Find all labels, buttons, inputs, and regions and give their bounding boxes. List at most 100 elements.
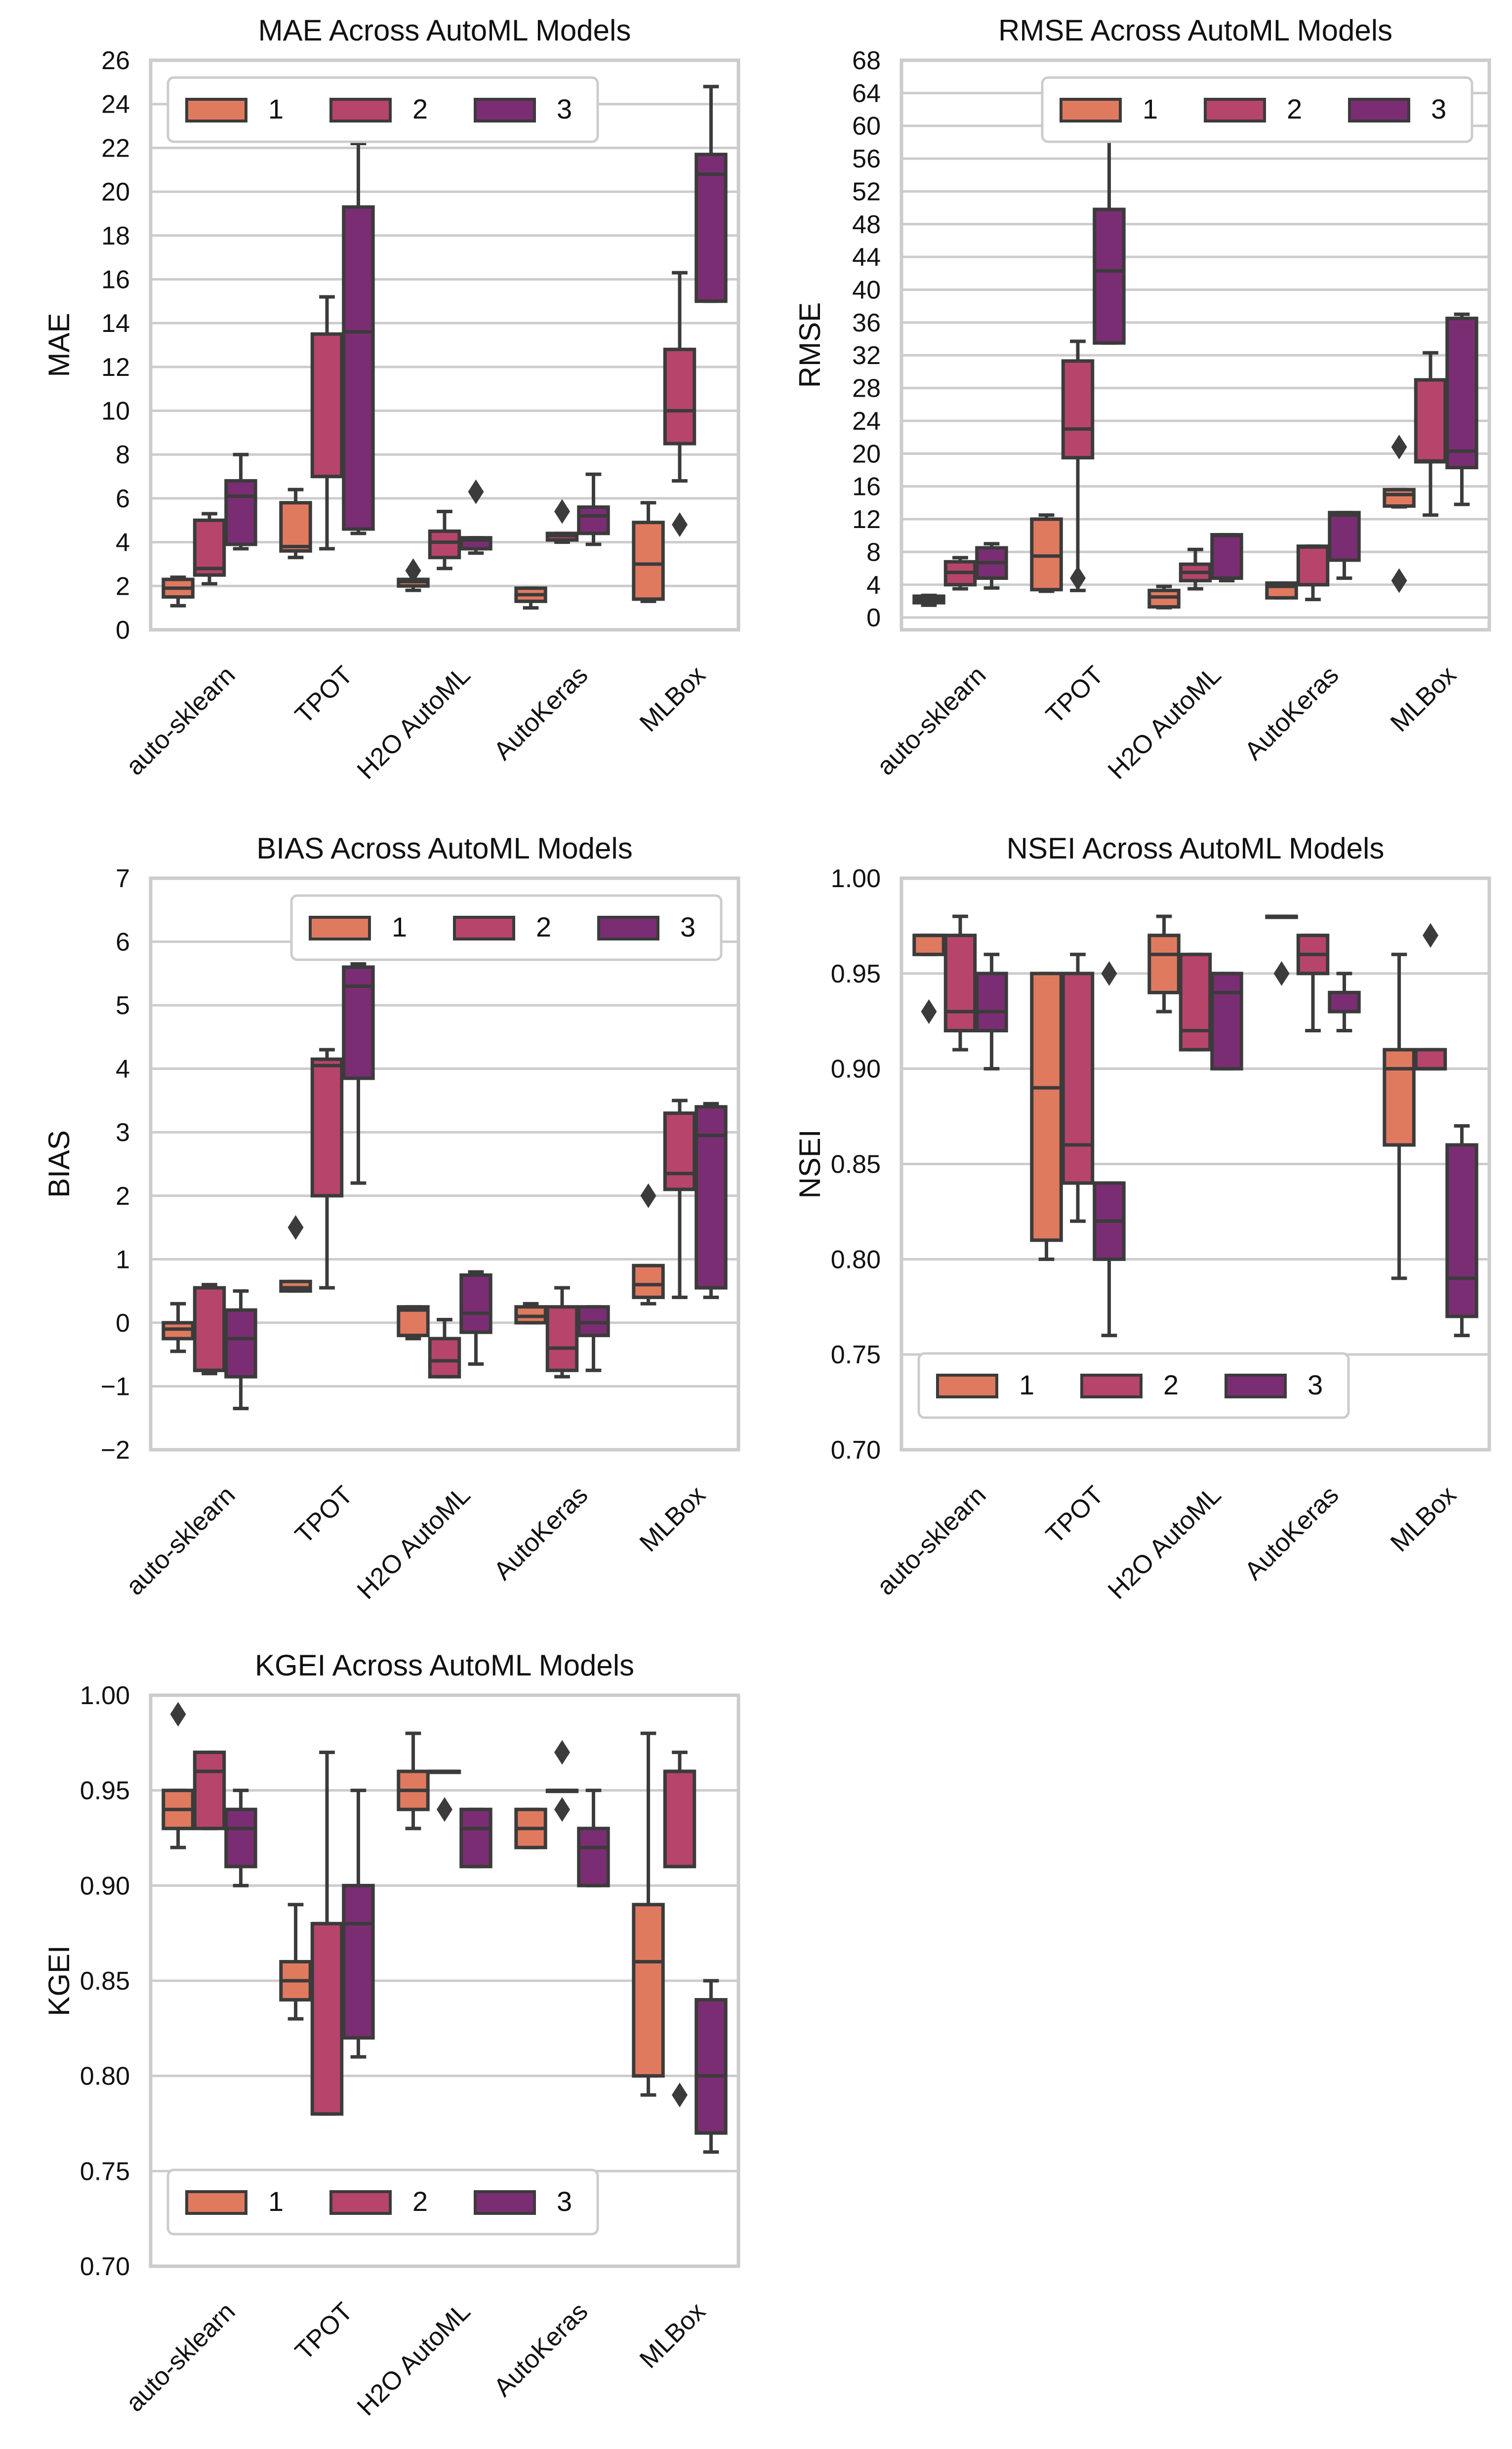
legend-swatch — [597, 916, 659, 940]
box-h2o-automl-series-2 — [1179, 952, 1212, 1052]
x-tick-label: MLBox — [1385, 1480, 1462, 1557]
legend-swatch — [1348, 98, 1410, 122]
box-h2o-automl-series-2 — [428, 1317, 461, 1379]
legend-label: 2 — [536, 911, 551, 942]
y-tick-label: 28 — [852, 374, 881, 403]
legend-swatch — [453, 916, 515, 940]
y-tick-label: 0.95 — [80, 1777, 130, 1805]
chart-panel-1: 048121620242832364044485256606468auto-sk… — [793, 14, 1491, 785]
y-tick-label: 40 — [852, 276, 881, 305]
box-iqr — [459, 1807, 492, 1869]
x-tick-label: MLBox — [634, 660, 711, 737]
x-tick-label: AutoKeras — [489, 2297, 594, 2402]
outlier-marker — [554, 499, 570, 524]
outlier-marker — [1101, 961, 1117, 986]
chart-title: RMSE Across AutoML Models — [998, 14, 1392, 47]
y-tick-label: 26 — [101, 46, 130, 75]
box-iqr — [342, 205, 375, 531]
box-mlbox-series-1 — [632, 501, 665, 603]
box-iqr — [310, 1921, 344, 2116]
box-tpot-series-3 — [342, 962, 375, 1185]
legend-label: 1 — [268, 2186, 284, 2217]
outlier-marker — [921, 999, 937, 1024]
box-iqr — [1328, 990, 1361, 1014]
y-tick-label: 8 — [116, 441, 130, 469]
box-tpot-series-2 — [310, 295, 344, 551]
y-tick-label: 6 — [116, 928, 130, 957]
plot-frame — [899, 876, 1491, 1452]
box-mlbox-series-2 — [663, 271, 696, 537]
x-tick-label: auto-sklearn — [121, 660, 241, 780]
y-tick-label: 1.00 — [80, 1681, 130, 1710]
box-auto-sklearn-series-1 — [912, 593, 945, 607]
legend-label: 1 — [392, 911, 407, 942]
outlier-marker — [1273, 961, 1290, 986]
y-tick-label: 0.75 — [80, 2157, 130, 2186]
outlier-marker — [1391, 435, 1407, 460]
legend: 1 2 3 — [290, 894, 723, 961]
x-tick-label: auto-sklearn — [871, 660, 991, 780]
legend-label: 1 — [1019, 1369, 1034, 1400]
y-tick-label: 24 — [101, 90, 130, 119]
legend-label: 2 — [1163, 1369, 1179, 1400]
x-tick-label: auto-sklearn — [121, 1480, 241, 1600]
box-tpot-series-3 — [342, 1789, 375, 2059]
x-tick-label: TPOT — [1040, 660, 1109, 729]
box-autokeras-series-2 — [1296, 934, 1330, 1033]
box-iqr — [943, 934, 977, 1033]
legend-swatch — [1080, 1374, 1143, 1398]
y-tick-label: 32 — [852, 341, 881, 370]
box-tpot-series-1 — [279, 1215, 312, 1293]
legend: 1 2 3 — [166, 2168, 599, 2236]
box-h2o-automl-series-2 — [1179, 547, 1212, 591]
box-iqr — [279, 501, 312, 553]
y-tick-label: 24 — [852, 407, 881, 436]
box-mlbox-series-3 — [1445, 312, 1478, 506]
x-tick-label: H2O AutoML — [352, 660, 476, 785]
legend-swatch — [309, 916, 371, 940]
box-mlbox-series-2 — [1414, 923, 1447, 1071]
y-tick-label: 0.95 — [831, 960, 881, 988]
y-tick-label: 0.80 — [80, 2062, 130, 2091]
box-autokeras-series-1 — [514, 1807, 547, 1849]
legend-swatch — [936, 1374, 998, 1398]
box-auto-sklearn-series-3 — [224, 1289, 257, 1410]
box-autokeras-series-2 — [545, 1740, 579, 1822]
box-tpot-series-2 — [310, 1048, 344, 1290]
box-iqr — [663, 347, 696, 446]
box-h2o-automl-series-1 — [1147, 584, 1181, 610]
box-iqr — [310, 1057, 344, 1198]
y-axis-label: KGEI — [42, 1945, 76, 2016]
box-iqr — [459, 1273, 492, 1334]
legend-label: 2 — [1287, 93, 1302, 124]
box-auto-sklearn-series-1 — [162, 1702, 195, 1849]
x-tick-label: AutoKeras — [1239, 1480, 1345, 1586]
box-auto-sklearn-series-2 — [193, 1751, 226, 1831]
box-iqr — [1445, 1143, 1478, 1318]
y-tick-label: 68 — [852, 46, 881, 75]
box-iqr — [1061, 972, 1095, 1185]
box-mlbox-series-3 — [695, 1102, 728, 1299]
x-tick-label: TPOT — [289, 2297, 358, 2366]
plot-frame — [149, 876, 740, 1452]
y-tick-label: 5 — [116, 991, 130, 1020]
box-iqr — [428, 529, 461, 560]
y-axis-label: MAE — [42, 313, 76, 377]
box-iqr — [428, 1337, 461, 1379]
box-iqr — [577, 505, 610, 535]
legend-swatch — [185, 98, 247, 122]
box-h2o-automl-series-2 — [428, 510, 461, 571]
y-tick-label: 44 — [852, 243, 881, 272]
box-iqr — [632, 1264, 665, 1299]
y-axis-label: NSEI — [793, 1129, 826, 1198]
y-tick-label: 1.00 — [831, 864, 881, 893]
box-h2o-automl-series-1 — [1147, 914, 1181, 1014]
legend: 1 2 3 — [917, 1352, 1350, 1419]
box-tpot-series-1 — [279, 488, 312, 560]
box-iqr — [632, 1903, 665, 2078]
y-tick-label: 1 — [116, 1245, 130, 1274]
outlier-marker — [554, 1797, 570, 1822]
x-tick-label: auto-sklearn — [121, 2297, 241, 2417]
legend-label: 3 — [557, 2186, 572, 2217]
